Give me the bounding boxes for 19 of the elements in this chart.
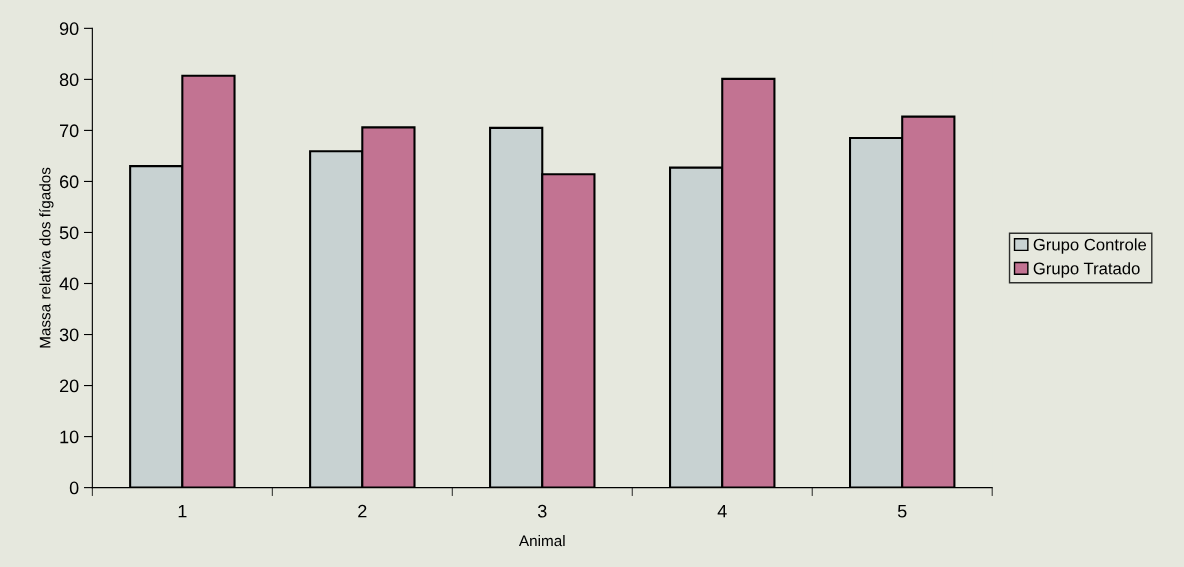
y-tick-label: 10 xyxy=(60,430,79,444)
y-tick-label: 0 xyxy=(69,481,79,495)
y-tick-label: 20 xyxy=(59,379,79,393)
y-tick-label: 30 xyxy=(59,328,79,342)
x-axis-title: Animal xyxy=(518,535,565,547)
x-tick-label: 3 xyxy=(537,504,547,518)
y-tick-label: 80 xyxy=(59,73,79,87)
y-axis-title: Massa relativa dos fígados xyxy=(39,167,54,348)
legend-label: Grupo Controle xyxy=(1033,238,1147,254)
x-tick-label: 2 xyxy=(358,504,367,518)
x-tick-label: 1 xyxy=(178,504,187,518)
y-tick-label: 70 xyxy=(60,124,79,138)
x-tick-label: 4 xyxy=(717,504,727,518)
y-tick-label: 40 xyxy=(59,277,79,291)
y-tick-label: 90 xyxy=(59,22,79,36)
x-tick-label: 5 xyxy=(897,504,907,518)
y-tick-label: 50 xyxy=(59,226,79,240)
y-tick-label: 60 xyxy=(59,175,79,189)
legend-label: Grupo Tratado xyxy=(1033,262,1140,278)
